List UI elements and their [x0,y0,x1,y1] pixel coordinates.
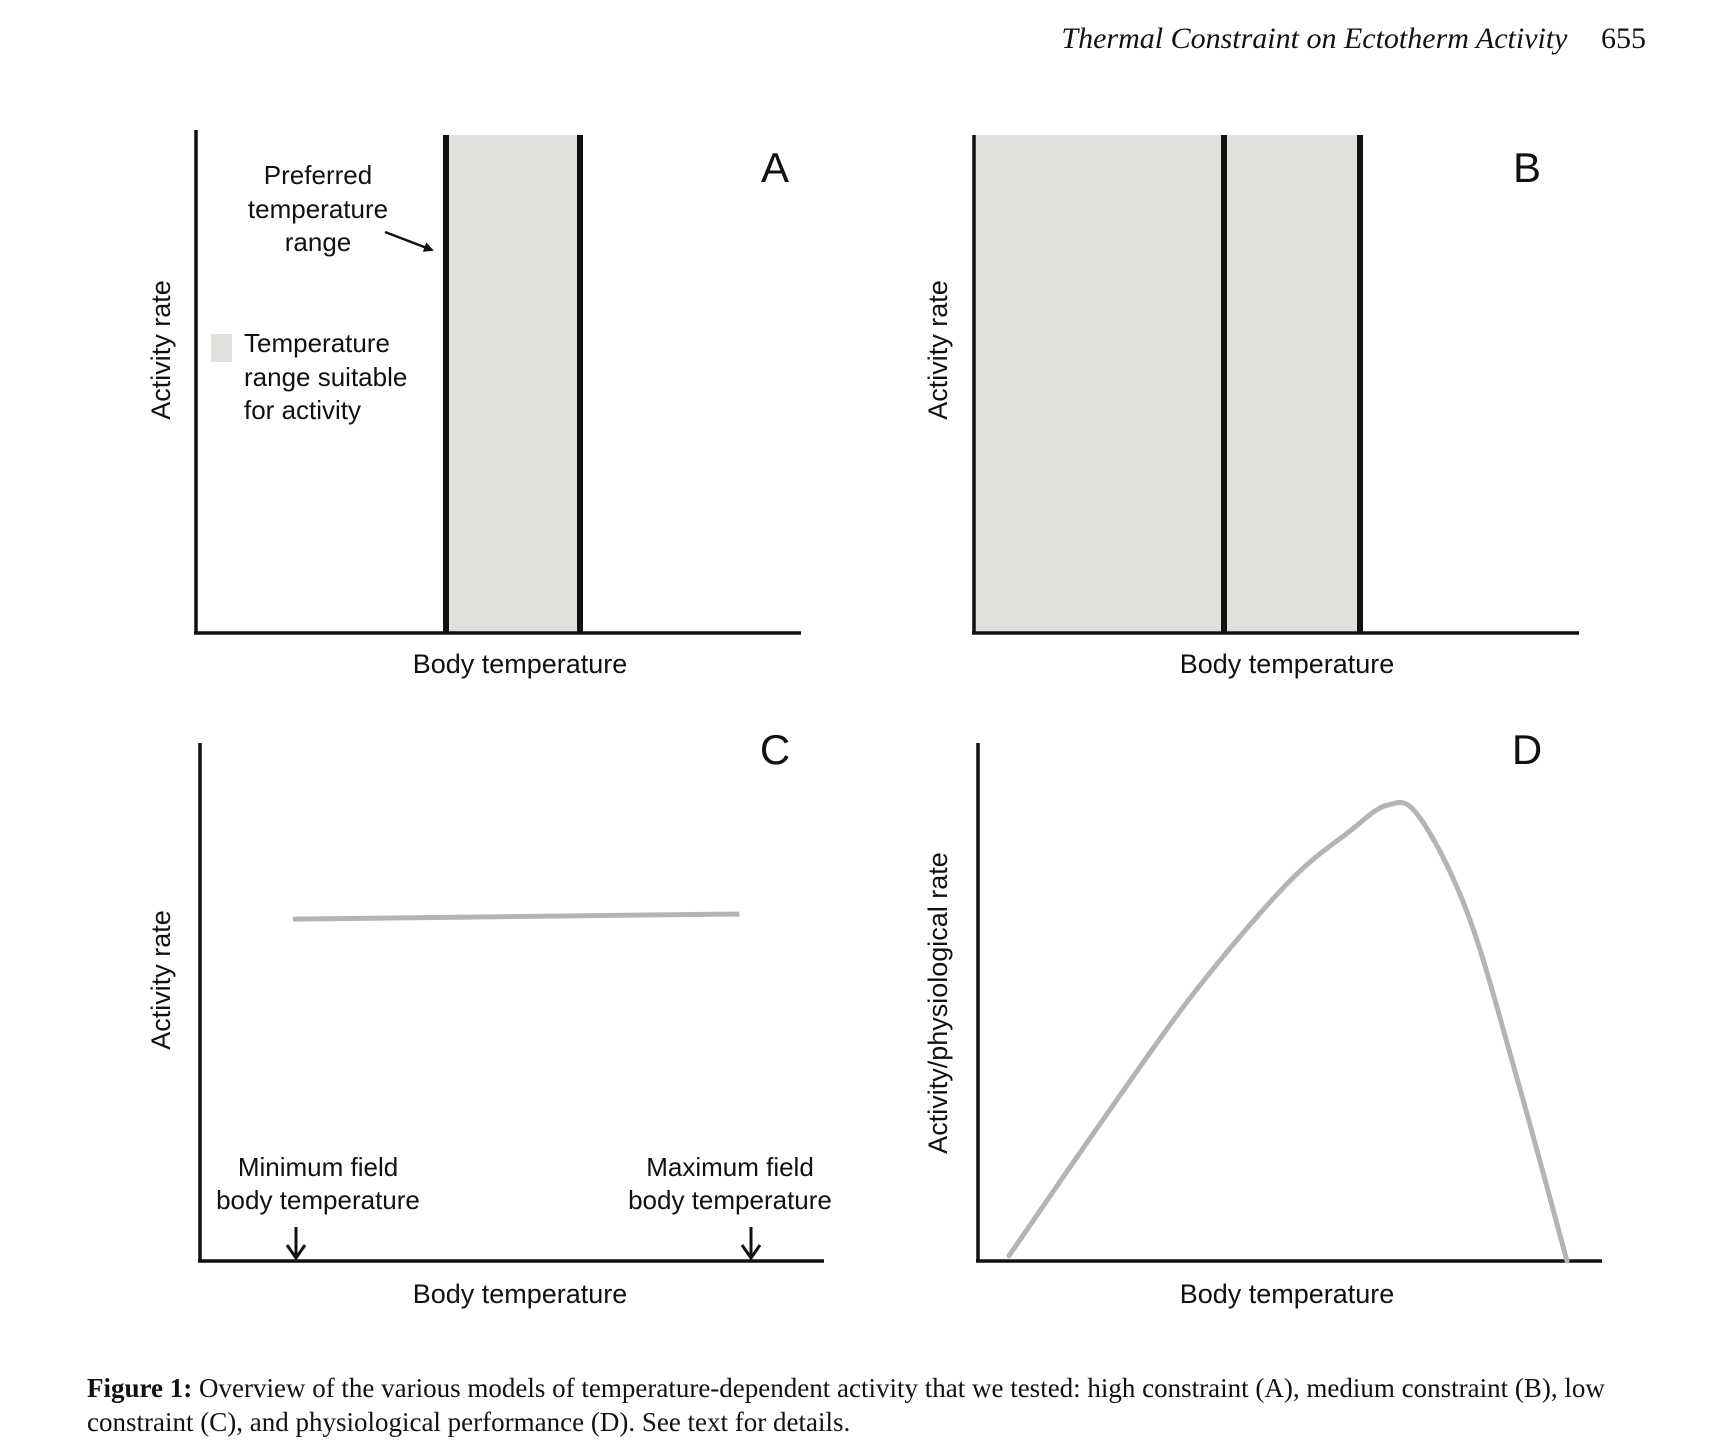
panel-b-x-label: Body temperature [1180,649,1395,679]
panel-b-letter: B [1513,144,1541,191]
panel-a-annotation-line-1: Preferred [264,160,372,190]
running-header: Thermal Constraint on Ectotherm Activity… [1061,22,1646,56]
panel-c-y-label: Activity rate [146,910,176,1050]
panel-a-suitable-band [446,135,580,632]
panel-d-y-label: Activity/physiological rate [923,852,953,1154]
panel-c-activity-line [292,911,740,922]
panel-a-legend-line-3: for activity [244,395,361,425]
panel-c-max-label-line-1: Maximum field [646,1152,814,1182]
panel-c: C Minimum field body temperature Maximum… [146,726,832,1309]
panel-a: A Preferred temperature range Temperatur… [146,130,801,679]
panel-d-x-label: Body temperature [1180,1279,1395,1309]
panel-a-annotation-line-2: temperature [248,194,388,224]
panel-c-min-label-line-2: body temperature [216,1185,420,1215]
panel-a-legend-line-2: range suitable [244,362,407,392]
page-number: 655 [1601,22,1646,55]
panel-d: D Body temperature Activity/physiologica… [923,726,1602,1309]
panel-a-annotation-arrow [384,230,434,252]
panel-c-min-label-line-1: Minimum field [238,1152,398,1182]
panel-b: B Body temperature Activity rate [923,135,1579,679]
panel-d-performance-curve [1006,800,1570,1264]
panel-b-suitable-band [974,135,1361,632]
running-title: Thermal Constraint on Ectotherm Activity [1061,22,1568,55]
panel-c-max-arrow-icon [740,1227,762,1261]
caption-text: Overview of the various models of temper… [87,1373,1605,1437]
panel-a-legend-line-1: Temperature [244,328,390,358]
panel-c-max-label-line-2: body temperature [628,1185,832,1215]
panel-d-letter: D [1512,726,1542,773]
panel-a-annotation-line-3: range [285,227,352,257]
panel-a-legend-swatch [211,334,232,362]
panel-a-x-label: Body temperature [413,649,628,679]
panel-a-letter: A [761,144,789,191]
panel-c-min-arrow-icon [285,1227,307,1261]
panel-c-x-label: Body temperature [413,1279,628,1309]
figure-caption: Figure 1: Overview of the various models… [87,1371,1657,1439]
panel-a-y-label: Activity rate [146,280,176,420]
panel-b-y-label: Activity rate [923,280,953,420]
caption-label: Figure 1: [87,1373,193,1403]
panel-c-letter: C [760,726,790,773]
